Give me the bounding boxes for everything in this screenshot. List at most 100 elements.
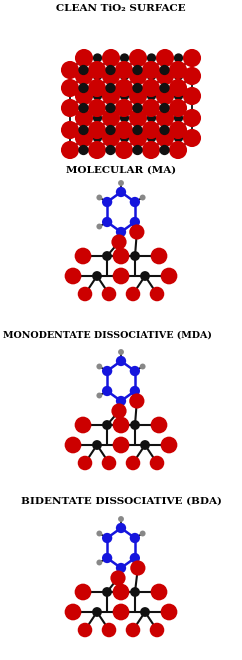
- Point: [95, 65, 99, 75]
- Point: [155, 458, 159, 469]
- Point: [122, 113, 126, 123]
- Point: [105, 587, 109, 597]
- Point: [150, 53, 153, 63]
- Point: [109, 53, 113, 63]
- Point: [149, 82, 153, 93]
- Point: [68, 145, 72, 155]
- Point: [190, 53, 194, 63]
- Point: [82, 113, 86, 123]
- Point: [176, 82, 180, 93]
- Point: [155, 625, 159, 636]
- Point: [105, 216, 109, 227]
- Point: [81, 251, 85, 261]
- Point: [149, 65, 153, 75]
- Point: [68, 103, 72, 114]
- Text: MONODENTATE DISSOCIATIVE (MDA): MONODENTATE DISSOCIATIVE (MDA): [3, 331, 212, 340]
- Point: [163, 133, 167, 143]
- Point: [109, 145, 113, 155]
- Point: [143, 607, 147, 617]
- Point: [119, 420, 123, 430]
- Point: [98, 361, 101, 372]
- Point: [122, 71, 126, 81]
- Point: [190, 71, 194, 81]
- Point: [119, 346, 123, 357]
- Point: [122, 145, 126, 155]
- Point: [176, 103, 180, 114]
- Point: [82, 65, 85, 75]
- Point: [141, 192, 144, 203]
- Point: [136, 103, 139, 114]
- Point: [149, 145, 153, 155]
- Point: [163, 145, 166, 155]
- Point: [122, 53, 126, 63]
- Point: [82, 145, 85, 155]
- Point: [163, 82, 166, 93]
- Text: CLEAN TiO₂ SURFACE: CLEAN TiO₂ SURFACE: [56, 4, 186, 13]
- Point: [177, 90, 181, 101]
- Point: [155, 288, 159, 299]
- Point: [119, 513, 123, 524]
- Point: [81, 587, 85, 597]
- Point: [83, 288, 87, 299]
- Point: [95, 607, 99, 617]
- Point: [119, 178, 123, 188]
- Point: [117, 237, 121, 248]
- Point: [176, 65, 180, 75]
- Point: [71, 440, 75, 450]
- Point: [136, 65, 139, 75]
- Point: [119, 227, 123, 238]
- Point: [157, 251, 161, 261]
- Point: [167, 440, 171, 450]
- Point: [177, 133, 181, 143]
- Point: [190, 90, 194, 101]
- Point: [119, 440, 123, 450]
- Point: [133, 587, 137, 597]
- Point: [83, 625, 87, 636]
- Point: [68, 65, 72, 75]
- Point: [163, 90, 167, 101]
- Point: [105, 552, 109, 563]
- Point: [82, 82, 85, 93]
- Point: [136, 53, 140, 63]
- Point: [136, 125, 139, 135]
- Point: [122, 90, 126, 101]
- Point: [163, 125, 166, 135]
- Point: [177, 53, 181, 63]
- Point: [82, 125, 85, 135]
- Point: [133, 251, 137, 261]
- Point: [119, 356, 123, 366]
- Point: [167, 271, 171, 281]
- Point: [141, 528, 144, 539]
- Point: [71, 271, 75, 281]
- Text: BIDENTATE DISSOCIATIVE (BDA): BIDENTATE DISSOCIATIVE (BDA): [21, 497, 221, 506]
- Point: [131, 288, 135, 299]
- Point: [109, 113, 113, 123]
- Point: [105, 197, 109, 207]
- Point: [136, 563, 140, 574]
- Point: [131, 458, 135, 469]
- Point: [109, 133, 113, 143]
- Point: [119, 396, 123, 407]
- Point: [136, 82, 139, 93]
- Point: [96, 90, 99, 101]
- Point: [82, 71, 86, 81]
- Point: [105, 533, 109, 543]
- Point: [105, 366, 109, 376]
- Point: [117, 406, 121, 416]
- Point: [119, 523, 123, 533]
- Point: [119, 607, 123, 617]
- Point: [177, 71, 181, 81]
- Point: [95, 440, 99, 450]
- Point: [133, 552, 137, 563]
- Point: [119, 187, 123, 197]
- Point: [149, 125, 153, 135]
- Point: [163, 113, 167, 123]
- Point: [157, 420, 161, 430]
- Point: [116, 573, 120, 583]
- Point: [122, 82, 126, 93]
- Point: [163, 71, 167, 81]
- Point: [149, 103, 153, 114]
- Point: [150, 71, 153, 81]
- Point: [81, 420, 85, 430]
- Point: [98, 221, 101, 232]
